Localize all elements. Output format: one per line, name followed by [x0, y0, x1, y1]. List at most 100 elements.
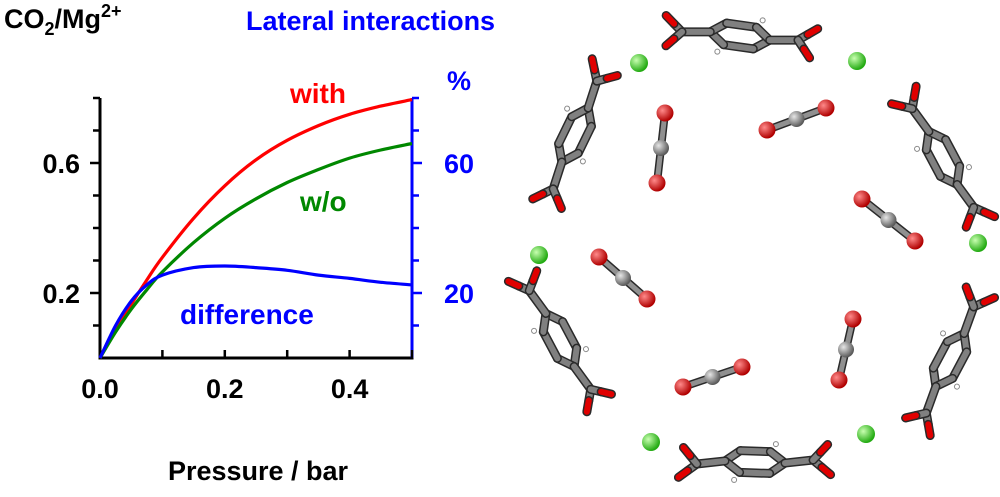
chart: CO2/Mg2+ Lateral interactions % Pressure…	[4, 1, 495, 486]
hydrogen-atom	[582, 346, 589, 353]
carbon-atom	[615, 270, 631, 286]
series-label-with: with	[289, 78, 346, 109]
bond	[693, 457, 729, 467]
bond	[888, 100, 905, 110]
bond	[800, 46, 813, 61]
linker	[887, 81, 1000, 232]
bond	[550, 158, 565, 192]
linker	[661, 11, 823, 63]
series-label-without: w/o	[299, 186, 347, 217]
bond	[817, 441, 831, 456]
bond	[930, 338, 951, 372]
linker	[503, 266, 616, 417]
bond	[902, 412, 919, 421]
bond	[963, 284, 973, 300]
right-y-axis-label: Lateral interactions	[246, 6, 495, 36]
carbon-atom	[788, 111, 805, 127]
oxygen-atom	[638, 290, 656, 308]
y-tick-label: 0.2	[42, 279, 80, 309]
linker	[673, 440, 836, 483]
axes: 0.0 0.2 0.4 0.2 0.6 20 60	[42, 96, 474, 404]
hydrogen-atom	[914, 145, 921, 152]
series-line-difference	[98, 264, 413, 359]
bond	[923, 146, 944, 180]
bond	[575, 123, 595, 157]
co2-molecule	[758, 99, 835, 139]
bond	[554, 195, 565, 212]
hydrogen-atom	[579, 158, 586, 165]
bond	[679, 28, 714, 35]
hydrogen-atom	[531, 327, 538, 334]
series-label-difference: difference	[180, 299, 314, 330]
bond	[720, 41, 757, 52]
series-line-with	[98, 98, 413, 359]
bond	[585, 78, 600, 112]
oxygen-atom	[656, 104, 674, 122]
hydrogen-atom	[759, 17, 766, 24]
bond	[675, 467, 691, 481]
bond	[911, 83, 920, 101]
bond	[680, 444, 694, 459]
bond	[526, 287, 549, 317]
bond	[781, 457, 817, 467]
hydrogen-atom	[940, 330, 947, 337]
co2-molecules	[590, 99, 924, 396]
oxygen-atom	[648, 174, 666, 192]
bond	[963, 214, 973, 231]
x-axis-label: Pressure / bar	[168, 456, 349, 486]
bond	[818, 464, 834, 478]
bond	[571, 363, 594, 393]
series-layer	[98, 98, 413, 359]
hydrogen-atom	[965, 164, 972, 171]
series-line-without	[98, 141, 413, 359]
bond	[598, 388, 615, 398]
co2-molecule	[853, 190, 924, 250]
oxygen-atom	[733, 358, 751, 376]
linker-rings	[503, 11, 1000, 483]
bond	[737, 447, 774, 455]
bond	[529, 190, 546, 202]
x-tick-label: 0.2	[206, 374, 244, 404]
mg-ion	[848, 52, 866, 70]
bond	[909, 105, 932, 135]
co2-molecule	[674, 358, 751, 396]
bond	[925, 421, 934, 439]
hydrogen-atom	[953, 383, 960, 390]
carbon-atom	[653, 140, 669, 156]
bond	[766, 37, 801, 44]
oxygen-atom	[758, 121, 776, 139]
oxygen-atom	[830, 371, 848, 389]
bond	[804, 25, 821, 38]
carbon-atom	[704, 369, 721, 385]
co2-molecule	[830, 310, 862, 389]
bond	[505, 278, 522, 290]
mof-pore-structure	[503, 11, 1000, 483]
carbon-atom	[880, 212, 897, 228]
bond	[540, 328, 561, 362]
bond	[530, 267, 540, 284]
hydrogen-atom	[731, 476, 738, 483]
mg-ion	[642, 433, 660, 451]
co2-molecule	[590, 248, 656, 308]
oxygen-atom	[590, 248, 608, 266]
oxygen-atom	[906, 232, 924, 250]
mg-ion	[530, 246, 548, 264]
bond	[942, 136, 963, 170]
y2-tick-label: 20	[444, 279, 474, 309]
oxygen-atom	[844, 310, 862, 328]
bond	[949, 348, 970, 382]
bond	[583, 397, 592, 415]
mg-ion	[969, 234, 987, 252]
bond	[961, 303, 977, 337]
bond	[662, 35, 677, 49]
y-tick-label: 0.6	[42, 149, 80, 179]
bond	[589, 55, 598, 73]
bond	[954, 181, 977, 211]
bond	[559, 318, 580, 352]
mg-ion	[857, 425, 875, 443]
y2-tick-label: 60	[444, 149, 474, 179]
bond	[663, 12, 678, 27]
bond	[555, 113, 575, 147]
oxygen-atom	[817, 99, 835, 117]
